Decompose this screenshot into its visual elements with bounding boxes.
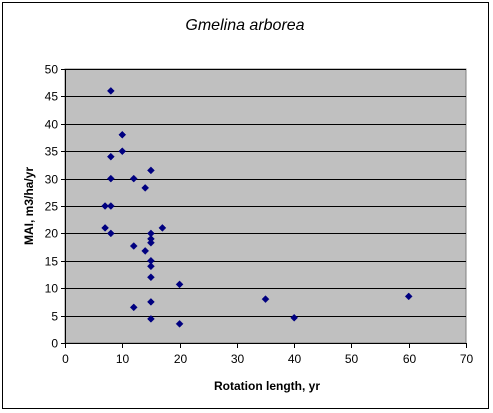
data-point-0-0 bbox=[106, 87, 115, 95]
x-tick-label-20: 20 bbox=[174, 352, 188, 366]
data-point-0-17 bbox=[141, 247, 150, 255]
y-tick-label-30: 30 bbox=[45, 173, 59, 187]
data-point-0-20 bbox=[147, 273, 155, 282]
data-points bbox=[101, 87, 413, 328]
data-point-0-24 bbox=[147, 298, 155, 306]
data-point-0-9 bbox=[106, 202, 115, 210]
data-point-0-15 bbox=[147, 238, 155, 247]
data-point-0-27 bbox=[147, 315, 155, 323]
x-tick-label-50: 50 bbox=[345, 352, 359, 366]
x-tick-label-10: 10 bbox=[116, 352, 130, 366]
x-tick-label-40: 40 bbox=[288, 352, 302, 366]
data-point-0-19 bbox=[147, 262, 155, 271]
axes bbox=[61, 69, 467, 348]
data-point-0-26 bbox=[290, 313, 298, 322]
y-tick-labels: 0 5 10 15 20 25 30 35 40 45 50 bbox=[45, 63, 59, 351]
data-point-0-6 bbox=[129, 174, 138, 183]
y-tick-label-35: 35 bbox=[45, 145, 59, 159]
x-tick-label-70: 70 bbox=[460, 352, 474, 366]
y-tick-label-5: 5 bbox=[51, 310, 58, 324]
data-point-0-16 bbox=[129, 242, 138, 250]
scatter-chart: Gmelina arborea 0 10 20 30 40 50 60 70 0 5 10 15 20… bbox=[22, 17, 473, 393]
data-point-0-7 bbox=[141, 184, 150, 192]
data-point-0-11 bbox=[158, 224, 167, 232]
data-point-0-5 bbox=[106, 174, 115, 183]
data-point-0-2 bbox=[118, 147, 127, 156]
y-tick-label-50: 50 bbox=[45, 63, 59, 77]
y-tick-label-20: 20 bbox=[45, 227, 59, 241]
x-tick-labels: 0 10 20 30 40 50 60 70 bbox=[62, 352, 473, 366]
gridlines bbox=[65, 69, 466, 317]
y-tick-label-0: 0 bbox=[51, 337, 58, 351]
chart-frame: Gmelina arborea 0 10 20 30 40 50 60 70 0 5 10 15 20… bbox=[2, 2, 489, 409]
data-point-0-21 bbox=[175, 280, 184, 289]
data-point-0-28 bbox=[175, 319, 184, 328]
x-tick-label-30: 30 bbox=[231, 352, 245, 366]
data-point-0-23 bbox=[404, 292, 413, 301]
y-tick-label-10: 10 bbox=[45, 282, 59, 296]
x-tick-label-60: 60 bbox=[403, 352, 417, 366]
y-tick-label-40: 40 bbox=[45, 118, 59, 132]
chart-title: Gmelina arborea bbox=[185, 17, 304, 34]
data-point-0-25 bbox=[129, 303, 138, 312]
data-point-0-10 bbox=[101, 224, 109, 232]
x-tick-label-0: 0 bbox=[62, 352, 69, 366]
data-point-0-4 bbox=[147, 166, 155, 175]
data-point-0-3 bbox=[106, 152, 115, 161]
y-tick-label-25: 25 bbox=[45, 200, 59, 214]
y-axis-label: MAI, m3/ha/yr bbox=[22, 167, 36, 245]
data-point-0-12 bbox=[106, 229, 115, 238]
y-tick-label-15: 15 bbox=[45, 255, 59, 269]
data-point-0-8 bbox=[101, 202, 109, 210]
data-point-0-22 bbox=[261, 295, 270, 304]
y-tick-label-45: 45 bbox=[45, 90, 59, 104]
x-axis-label: Rotation length, yr bbox=[214, 379, 320, 393]
data-point-0-1 bbox=[118, 130, 127, 139]
